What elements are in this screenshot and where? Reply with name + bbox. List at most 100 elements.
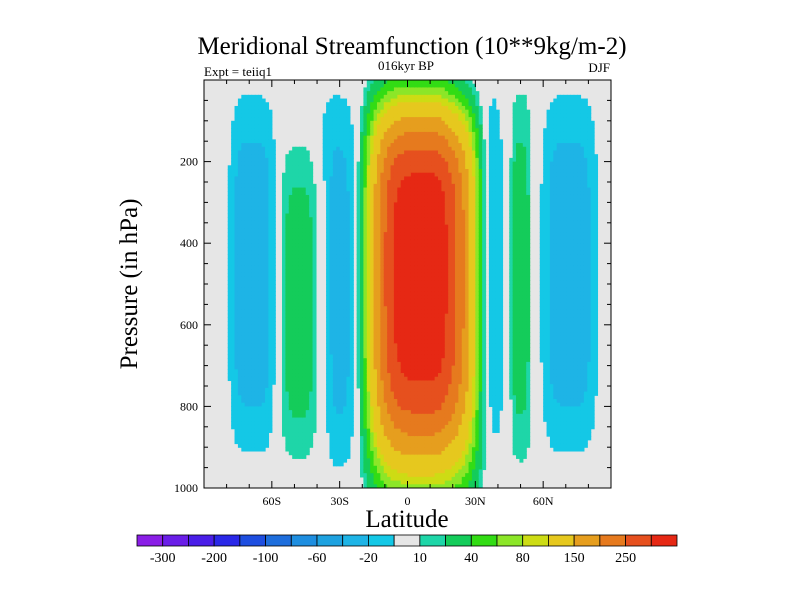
contour-cell xyxy=(248,295,253,300)
contour-cell xyxy=(292,194,297,200)
contour-cell xyxy=(339,347,344,352)
contour-cell xyxy=(343,458,348,463)
contour-cell xyxy=(360,169,365,174)
contour-cell xyxy=(390,105,395,111)
contour-cell xyxy=(349,295,354,300)
contour-cell xyxy=(373,306,378,311)
contour-cell xyxy=(265,443,270,448)
contour-cell xyxy=(397,384,402,389)
contour-cell xyxy=(244,343,249,348)
contour-cell xyxy=(390,476,395,482)
contour-cell xyxy=(305,232,310,237)
contour-cell xyxy=(404,280,409,285)
contour-cell xyxy=(363,276,368,281)
contour-cell xyxy=(295,380,300,385)
contour-cell xyxy=(410,469,415,474)
contour-cell xyxy=(309,369,314,374)
contour-cell xyxy=(366,102,371,107)
contour-cell xyxy=(346,172,351,178)
contour-cell xyxy=(288,213,293,218)
contour-cell xyxy=(376,439,381,445)
contour-cell xyxy=(248,98,253,103)
contour-cell xyxy=(404,384,409,389)
contour-cell xyxy=(244,306,249,311)
contour-cell xyxy=(400,413,405,419)
contour-cell xyxy=(244,328,249,333)
contour-cell xyxy=(312,291,317,296)
contour-cell xyxy=(234,373,239,378)
contour-cell xyxy=(326,298,331,304)
contour-cell xyxy=(373,424,378,430)
contour-cell xyxy=(387,176,392,181)
contour-cell xyxy=(380,169,385,174)
contour-cell xyxy=(268,191,273,196)
contour-cell xyxy=(407,384,412,389)
contour-cell xyxy=(346,220,351,226)
contour-cell xyxy=(237,369,242,374)
contour-cell xyxy=(376,395,381,400)
contour-cell xyxy=(390,232,395,237)
contour-cell xyxy=(265,109,270,114)
contour-cell xyxy=(370,124,375,129)
contour-cell xyxy=(265,161,270,166)
contour-cell xyxy=(349,276,354,281)
contour-cell xyxy=(360,131,365,137)
contour-cell xyxy=(248,202,253,207)
contour-cell xyxy=(261,135,266,140)
contour-cell xyxy=(421,369,426,374)
contour-cell xyxy=(271,324,276,330)
contour-cell xyxy=(309,191,314,196)
contour-cell xyxy=(410,135,415,140)
contour-cell xyxy=(383,105,388,111)
contour-cell xyxy=(237,191,242,196)
contour-cell xyxy=(373,313,378,318)
contour-cell xyxy=(282,343,286,348)
contour-cell xyxy=(295,187,300,192)
contour-cell xyxy=(407,243,412,248)
contour-cell xyxy=(302,317,307,322)
contour-cell xyxy=(410,161,415,166)
contour-cell xyxy=(248,183,253,189)
contour-cell xyxy=(421,209,426,215)
contour-cell xyxy=(397,480,402,485)
contour-cell xyxy=(363,428,368,433)
contour-cell xyxy=(244,324,249,330)
contour-cell xyxy=(383,424,388,430)
contour-cell xyxy=(261,183,266,189)
contour-cell xyxy=(421,313,426,318)
contour-cell xyxy=(295,439,300,445)
contour-cell xyxy=(390,269,395,274)
contour-cell xyxy=(298,317,303,322)
contour-cell xyxy=(248,117,253,122)
contour-cell xyxy=(258,410,263,415)
contour-cell xyxy=(332,191,337,196)
contour-cell xyxy=(227,354,232,359)
contour-cell xyxy=(305,250,310,255)
contour-cell xyxy=(397,113,402,118)
contour-cell xyxy=(387,462,392,467)
contour-cell xyxy=(336,347,341,352)
contour-cell xyxy=(298,306,303,311)
contour-cell xyxy=(407,391,412,396)
contour-cell xyxy=(400,309,405,315)
contour-cell xyxy=(404,387,409,393)
contour-cell xyxy=(329,157,334,163)
contour-cell xyxy=(356,213,361,218)
contour-cell xyxy=(366,439,371,445)
contour-cell xyxy=(254,228,259,233)
contour-cell xyxy=(237,254,242,259)
contour-cell xyxy=(298,295,303,300)
contour-cell xyxy=(373,287,378,293)
contour-cell xyxy=(414,354,419,359)
contour-cell xyxy=(410,206,415,211)
contour-cell xyxy=(417,194,422,200)
contour-cell xyxy=(360,291,365,296)
contour-cell xyxy=(380,450,385,456)
contour-cell xyxy=(244,232,249,237)
contour-cell xyxy=(404,172,409,178)
contour-cell xyxy=(248,291,253,296)
contour-cell xyxy=(373,439,378,445)
contour-cell xyxy=(271,261,276,267)
contour-cell xyxy=(393,120,398,126)
contour-cell xyxy=(329,380,334,385)
